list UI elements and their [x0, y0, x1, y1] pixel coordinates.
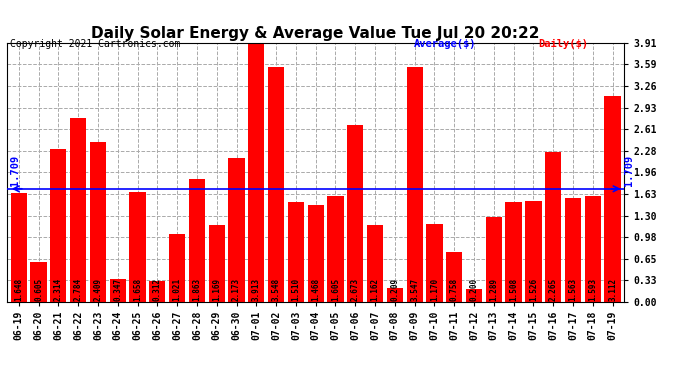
Text: 1.563: 1.563 — [569, 278, 578, 300]
Text: 2.409: 2.409 — [93, 278, 102, 300]
Text: Daily($): Daily($) — [538, 39, 588, 50]
Bar — [208, 225, 225, 302]
Bar — [90, 142, 106, 302]
Bar — [545, 152, 561, 302]
Text: 0.605: 0.605 — [34, 278, 43, 300]
Text: 1.162: 1.162 — [371, 278, 380, 300]
Text: 0.312: 0.312 — [152, 278, 162, 300]
Bar — [70, 118, 86, 302]
Bar — [466, 289, 482, 302]
Bar — [584, 196, 601, 302]
Bar — [10, 193, 27, 302]
Text: Copyright 2021 Cartronics.com: Copyright 2021 Cartronics.com — [10, 39, 181, 50]
Text: 3.913: 3.913 — [252, 278, 261, 300]
Bar — [189, 178, 205, 302]
Text: 0.209: 0.209 — [391, 278, 400, 300]
Bar — [130, 192, 146, 302]
Bar — [446, 252, 462, 302]
Bar — [110, 279, 126, 302]
Text: 2.265: 2.265 — [549, 278, 558, 300]
Text: 1.658: 1.658 — [133, 278, 142, 300]
Text: 0.758: 0.758 — [450, 278, 459, 300]
Text: 2.314: 2.314 — [54, 278, 63, 300]
Text: 3.547: 3.547 — [410, 278, 419, 300]
Bar — [565, 198, 581, 302]
Bar — [268, 67, 284, 302]
Bar — [288, 202, 304, 302]
Bar — [30, 262, 47, 302]
Text: 1.508: 1.508 — [509, 278, 518, 300]
Text: 2.673: 2.673 — [351, 278, 359, 300]
Bar — [386, 288, 403, 302]
Text: 1.648: 1.648 — [14, 278, 23, 300]
Text: 1.169: 1.169 — [213, 278, 221, 300]
Text: 2.784: 2.784 — [74, 278, 83, 300]
Bar — [308, 205, 324, 302]
Bar — [486, 217, 502, 302]
Bar — [248, 43, 264, 302]
Text: 1.709: 1.709 — [10, 155, 20, 186]
Text: 1.593: 1.593 — [589, 278, 598, 300]
Bar — [604, 96, 621, 302]
Bar — [228, 158, 245, 302]
Bar — [367, 225, 383, 302]
Text: 1.709: 1.709 — [624, 155, 634, 186]
Text: 1.863: 1.863 — [193, 278, 201, 300]
Text: 1.289: 1.289 — [489, 278, 498, 300]
Text: 2.173: 2.173 — [232, 278, 241, 300]
Bar — [169, 234, 185, 302]
Bar — [406, 67, 423, 302]
Bar — [525, 201, 542, 302]
Text: Average($): Average($) — [414, 39, 477, 50]
Text: 1.526: 1.526 — [529, 278, 538, 300]
Bar — [149, 281, 166, 302]
Title: Daily Solar Energy & Average Value Tue Jul 20 20:22: Daily Solar Energy & Average Value Tue J… — [91, 26, 540, 40]
Bar — [506, 202, 522, 302]
Bar — [327, 196, 344, 302]
Text: 1.510: 1.510 — [291, 278, 300, 300]
Text: 1.605: 1.605 — [331, 278, 340, 300]
Text: 1.170: 1.170 — [430, 278, 439, 300]
Text: 0.200: 0.200 — [469, 278, 479, 300]
Text: 3.548: 3.548 — [272, 278, 281, 300]
Text: 3.112: 3.112 — [608, 278, 617, 300]
Bar — [50, 149, 66, 302]
Text: 1.468: 1.468 — [311, 278, 320, 300]
Bar — [426, 225, 442, 302]
Text: 1.021: 1.021 — [172, 278, 181, 300]
Text: 0.347: 0.347 — [113, 278, 122, 300]
Bar — [347, 125, 364, 302]
